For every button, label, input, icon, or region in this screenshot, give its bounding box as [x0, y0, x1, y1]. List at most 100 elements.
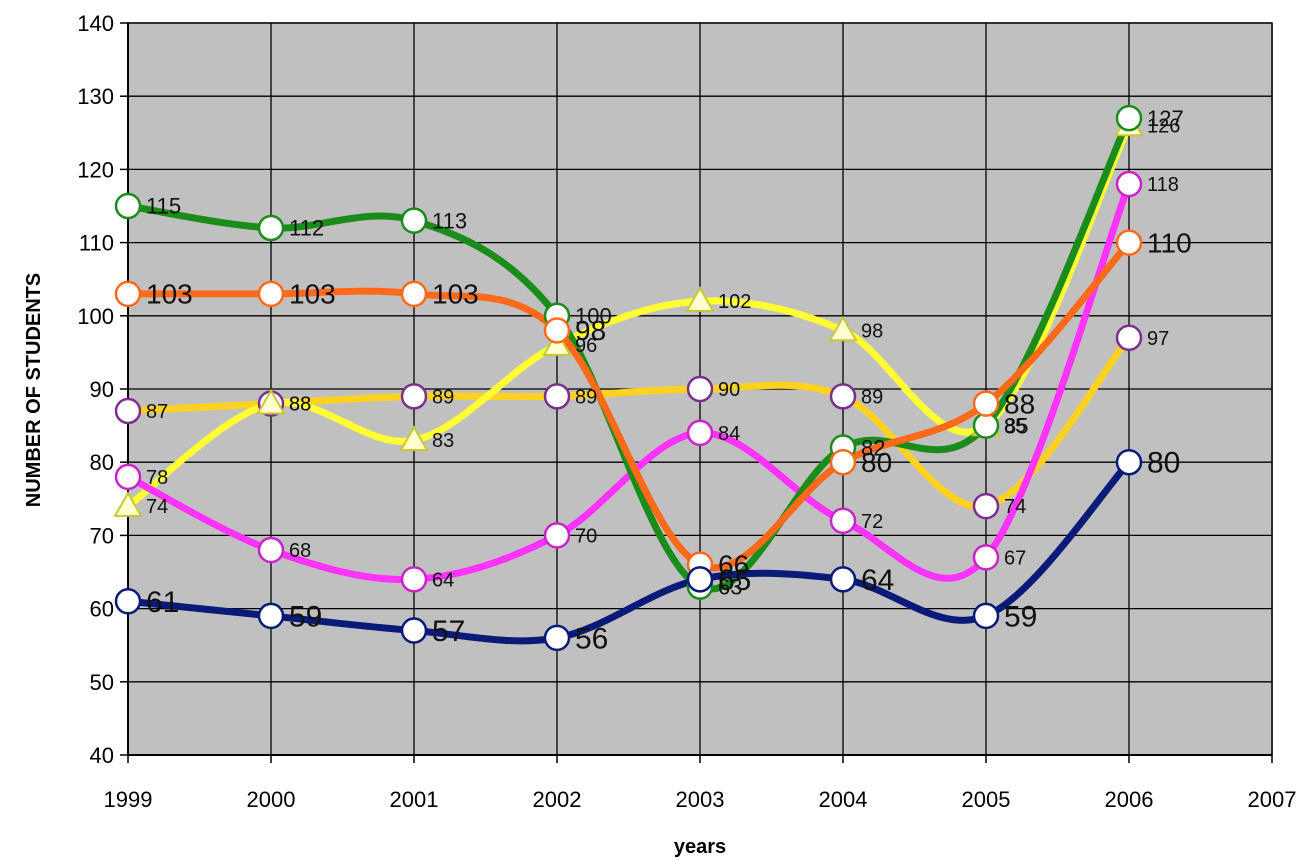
data-label: 103 [146, 279, 193, 310]
data-point-marker [114, 463, 142, 491]
data-label: 57 [432, 615, 465, 648]
data-label: 90 [718, 379, 740, 401]
data-label: 112 [289, 216, 324, 241]
data-label: 74 [1004, 496, 1026, 518]
data-label: 64 [432, 569, 454, 591]
data-label: 127 [1147, 106, 1184, 131]
data-point-marker [257, 536, 285, 564]
data-label: 59 [289, 600, 322, 633]
x-tick-label: 2001 [390, 787, 439, 812]
data-point-marker [257, 214, 285, 242]
y-tick-label: 70 [90, 523, 114, 548]
y-tick-label: 140 [77, 11, 114, 36]
data-label: 118 [1147, 174, 1179, 196]
data-point-marker [400, 617, 428, 644]
data-point-marker [400, 383, 428, 410]
data-point-marker [543, 383, 571, 410]
data-point-marker [686, 419, 714, 447]
data-point-marker [1115, 448, 1143, 476]
data-point-marker [114, 192, 142, 220]
data-point-marker [399, 425, 429, 451]
data-label: 103 [289, 279, 336, 310]
data-label: 64 [861, 564, 894, 597]
y-tick-label: 60 [90, 597, 114, 622]
data-point-marker [686, 566, 714, 593]
data-point-marker [1115, 324, 1143, 352]
x-tick-label: 2004 [819, 787, 868, 812]
data-label: 126 [1147, 115, 1180, 137]
y-axis-title: NUMBER OF STUDENTS [23, 273, 45, 507]
data-label: 88 [289, 394, 311, 416]
data-label: 63 [718, 574, 742, 599]
data-labels: 87 88 89 89 90 89 74 97 74 88 83 96 102 98 85 126 78 68 64… [146, 106, 1192, 656]
data-label: 89 [861, 386, 883, 408]
data-label: 88 [289, 394, 311, 416]
data-point-marker [256, 388, 286, 415]
x-axis-title: years [674, 836, 726, 858]
y-tick-label: 120 [77, 157, 114, 182]
data-point-marker [114, 397, 142, 425]
data-label: 97 [1147, 328, 1169, 350]
data-point-marker [685, 286, 715, 312]
data-label: 98 [861, 320, 883, 342]
data-label: 88 [1004, 388, 1035, 419]
data-label: 72 [861, 511, 883, 533]
data-point-marker [400, 566, 428, 593]
data-label: 59 [1004, 600, 1037, 633]
data-point-marker [1115, 229, 1143, 256]
y-tick-label: 90 [90, 377, 114, 402]
data-label: 85 [1004, 416, 1026, 438]
x-tick-label: 2003 [676, 787, 725, 812]
data-point-marker [829, 448, 857, 476]
data-label: 74 [146, 496, 168, 518]
data-point-marker [828, 315, 858, 342]
data-point-marker [686, 375, 714, 403]
data-label: 70 [575, 525, 597, 547]
data-point-marker [114, 280, 142, 308]
x-tick-label: 1999 [104, 787, 153, 812]
data-label: 56 [575, 622, 608, 655]
x-tick-label: 2007 [1248, 787, 1297, 812]
y-tick-label: 100 [77, 304, 114, 329]
data-label: 89 [575, 386, 597, 408]
data-label: 100 [575, 304, 612, 329]
data-point-marker [1115, 170, 1143, 198]
data-point-marker [543, 317, 571, 344]
y-tick-label: 40 [90, 743, 114, 768]
data-label: 83 [432, 430, 454, 452]
data-point-marker [972, 412, 1000, 439]
data-label: 87 [146, 401, 168, 423]
data-label: 85 [1004, 413, 1028, 438]
data-point-marker [972, 602, 1000, 630]
y-tick-label: 50 [90, 670, 114, 695]
data-point-marker [829, 566, 857, 593]
x-tick-label: 2000 [247, 787, 296, 812]
data-label: 67 [1004, 547, 1026, 569]
y-tick-label: 110 [79, 231, 114, 256]
data-label: 65 [718, 564, 751, 597]
data-point-marker [972, 544, 1000, 571]
data-label: 113 [432, 208, 467, 233]
y-tick-label: 80 [90, 450, 114, 475]
data-label: 96 [575, 335, 597, 357]
data-label: 80 [1147, 447, 1180, 480]
data-point-marker [829, 383, 857, 410]
series-markers [113, 104, 1144, 652]
data-label: 115 [146, 194, 181, 219]
data-point-marker [972, 492, 1000, 520]
data-point-marker [257, 280, 285, 308]
data-label: 80 [861, 447, 892, 478]
y-tick-label: 130 [77, 84, 114, 109]
data-point-marker [114, 588, 142, 615]
data-label: 102 [718, 291, 751, 313]
data-label: 66 [718, 549, 749, 580]
axes: 40 50 60 70 80 90 100 110 120 130 140 1999 2000 2001 2… [77, 11, 1296, 812]
data-label: 61 [146, 586, 179, 619]
series-line [124, 180, 1133, 584]
x-tick-label: 2002 [533, 787, 582, 812]
data-label: 78 [146, 467, 168, 489]
data-point-marker [543, 522, 571, 549]
data-point-marker [400, 280, 428, 308]
data-point-marker [400, 207, 428, 234]
